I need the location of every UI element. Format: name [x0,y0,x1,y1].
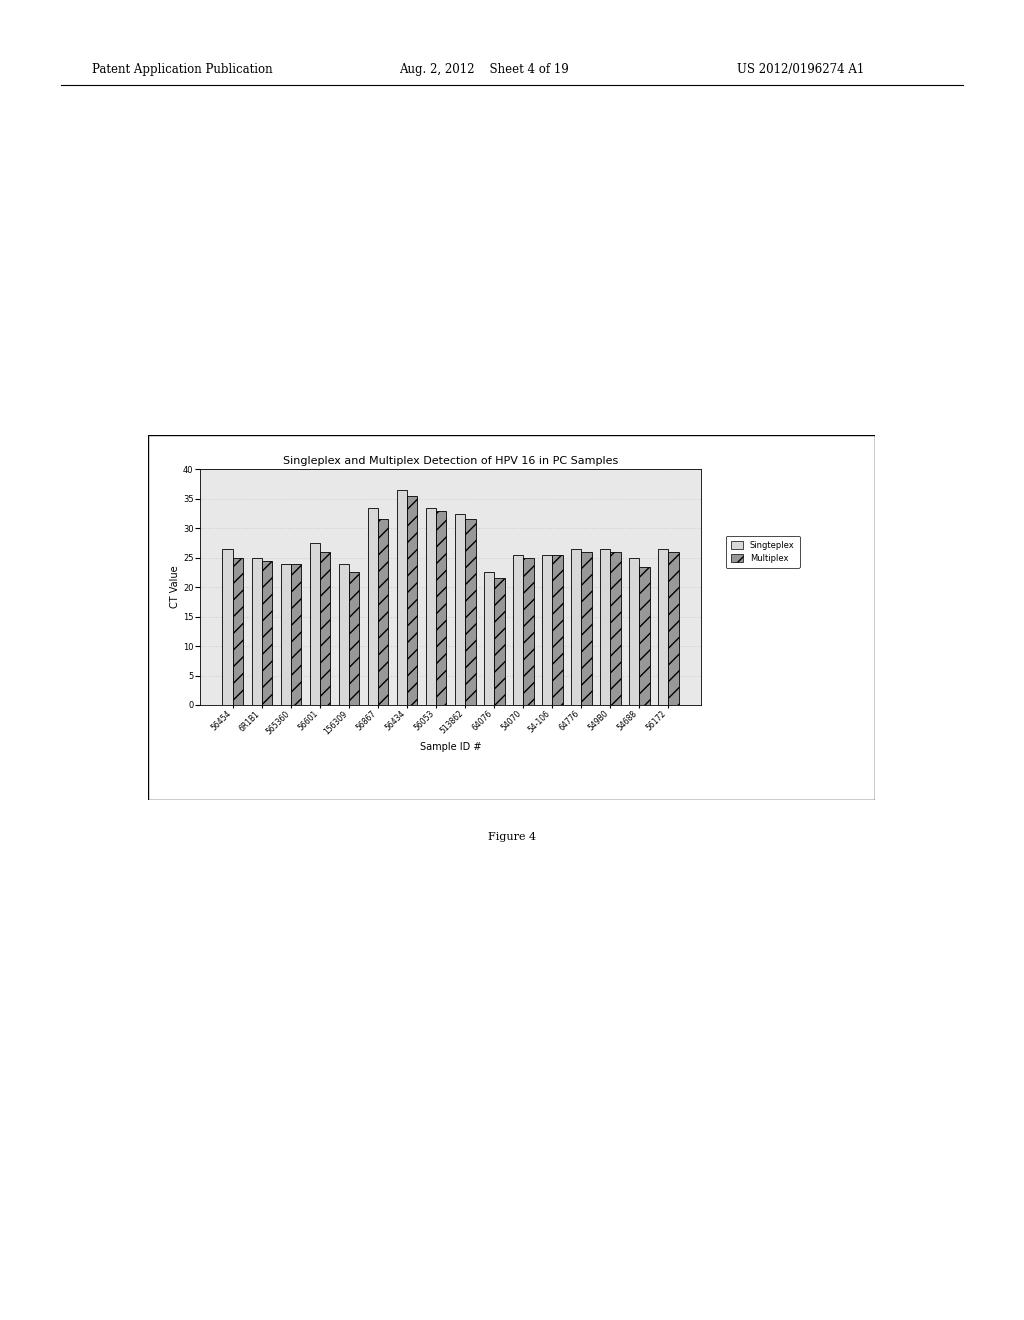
Bar [495,578,505,705]
Bar [610,552,621,705]
Bar [262,561,272,705]
Bar [368,508,378,705]
Bar [349,573,359,705]
Bar [629,557,639,705]
Bar [523,557,534,705]
Bar [232,557,244,705]
Bar [436,511,446,705]
Bar [542,554,552,705]
Bar [552,554,562,705]
Bar [252,557,262,705]
Bar [309,543,319,705]
Bar [339,564,349,705]
Bar [396,490,407,705]
Bar [281,564,291,705]
Bar [483,573,495,705]
Bar [222,549,232,705]
Bar [465,519,475,705]
Bar [582,552,592,705]
Bar [426,508,436,705]
X-axis label: Sample ID #: Sample ID # [420,742,481,751]
Bar [319,552,331,705]
Bar [669,552,679,705]
Y-axis label: CT Value: CT Value [170,566,180,609]
Bar [600,549,610,705]
Bar [455,513,465,705]
Title: Singleplex and Multiplex Detection of HPV 16 in PC Samples: Singleplex and Multiplex Detection of HP… [283,455,618,466]
Text: Figure 4: Figure 4 [488,832,536,842]
Bar [291,564,301,705]
Text: Patent Application Publication: Patent Application Publication [92,63,272,77]
Bar [657,549,669,705]
Text: US 2012/0196274 A1: US 2012/0196274 A1 [737,63,864,77]
Bar [639,566,649,705]
Bar [378,519,388,705]
Legend: Singteplex, Multiplex: Singteplex, Multiplex [726,536,800,568]
Bar [570,549,582,705]
Text: Aug. 2, 2012    Sheet 4 of 19: Aug. 2, 2012 Sheet 4 of 19 [399,63,569,77]
Bar [513,554,523,705]
Bar [407,496,418,705]
